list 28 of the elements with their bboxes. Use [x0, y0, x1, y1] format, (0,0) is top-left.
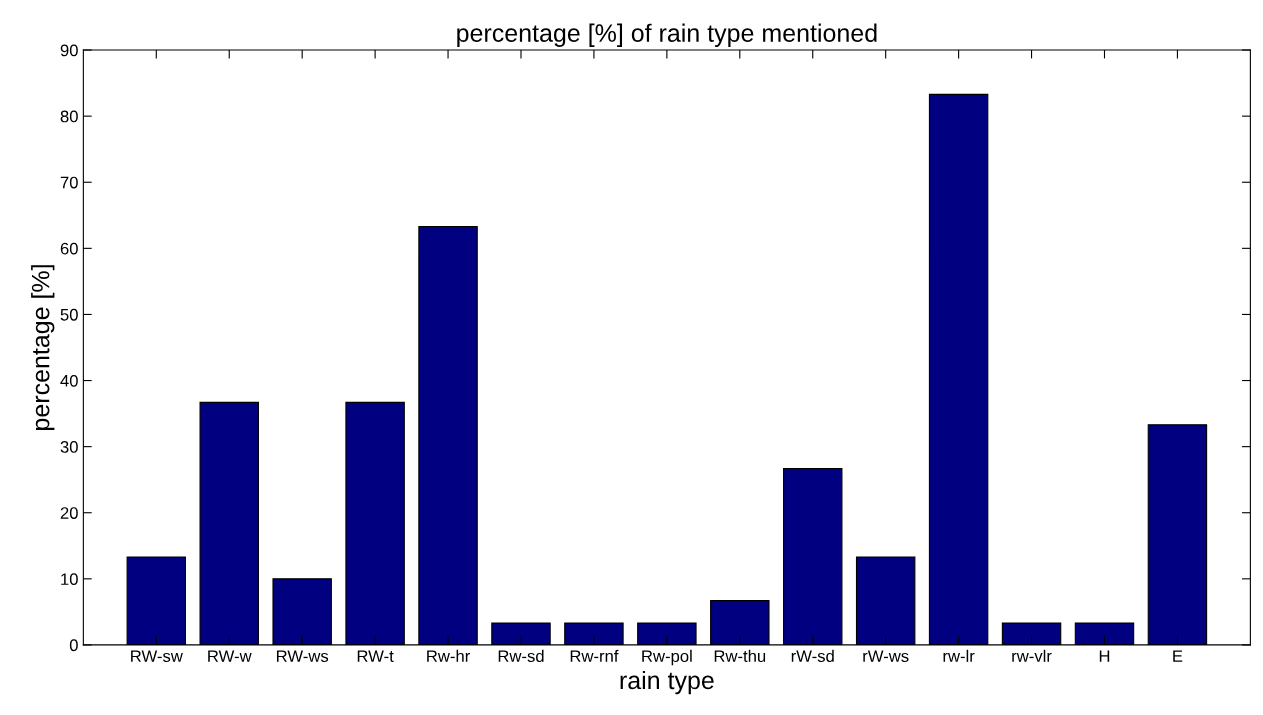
x-tick-label: rw-lr [943, 649, 975, 662]
x-tick-label: E [1173, 650, 1183, 662]
x-tick-label: Rw-hr [427, 649, 470, 662]
x-tick-label: Rw-pol [642, 649, 692, 666]
x-tick-label: Rw-thu [714, 649, 766, 663]
y-tick-label: 60 [60, 242, 78, 255]
x-tick-label: rW-ws [863, 650, 909, 663]
x-tick-label: RW-ws [276, 650, 329, 663]
y-tick-label: 40 [60, 374, 78, 387]
y-tick-label: 50 [60, 308, 78, 321]
x-tick-label: Rw-sd [498, 649, 544, 663]
x-tick-label: H [1099, 650, 1110, 662]
x-tick-label: RW-t [357, 650, 394, 662]
x-tick-label: RW-sw [131, 650, 183, 663]
x-tick-label: RW-w [208, 650, 252, 662]
y-tick-label: 30 [60, 441, 78, 453]
y-tick-label: 0 [69, 639, 78, 652]
chart-title: percentage [%] of rain type mentioned [457, 23, 877, 47]
x-tick-label: Rw-rnf [570, 649, 619, 662]
x-tick-label: rW-sd [791, 649, 834, 663]
y-tick-label: 10 [61, 573, 78, 586]
y-tick-label: 70 [60, 176, 78, 189]
y-tick-label: 90 [60, 44, 78, 57]
x-axis-title: rain type [620, 670, 714, 695]
y-axis-title: percentage [%] [31, 265, 55, 430]
y-tick-label: 20 [60, 507, 78, 519]
x-tick-label: rw-vlr [1012, 649, 1052, 662]
y-tick-label: 80 [60, 110, 78, 123]
